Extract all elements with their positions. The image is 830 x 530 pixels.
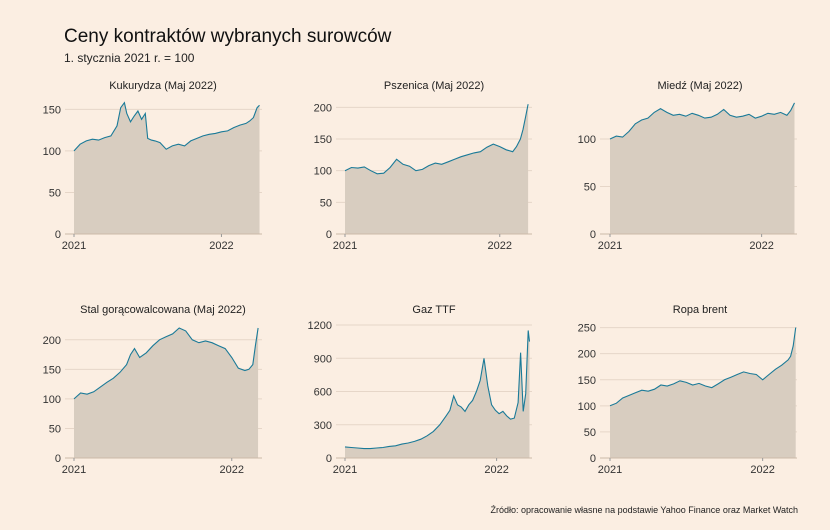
x-tick-label: 2021 [598,240,622,252]
series-area [74,102,260,234]
series-line [344,330,531,450]
x-tick-label: 2022 [750,464,774,476]
series-area [610,327,796,458]
chart-panel-6: 0 50 100 150 200 250 2021 2022 Ropa brent [578,304,797,476]
y-tick-label: 0 [55,229,61,241]
y-tick-label: 200 [314,102,332,114]
y-tick-label: 150 [578,375,596,387]
y-tick-label: 50 [584,427,596,439]
y-tick-label: 0 [590,453,596,465]
x-tick-label: 2022 [220,464,244,476]
panel-title: Gaz TTF [412,304,455,316]
series-area [610,102,795,235]
page-subtitle: 1. stycznia 2021 r. = 100 [64,51,195,65]
y-tick-label: 200 [578,349,596,361]
chart-panel-3: 0 50 100 2021 2022 Miedź (Maj 2022) [578,80,797,252]
chart-panel-1: 0 50 100 150 2021 2022 Kukurydza (Maj 2022) [43,80,262,252]
chart-panel-2: 0 50 100 150 200 2021 2022 Pszenica (Maj 2022) [314,80,532,252]
y-tick-label: 100 [578,401,596,413]
chart-panel-4: 0 50 100 150 200 2021 2022 Stal gorącowalcowana… [43,304,262,476]
series-line [609,327,797,407]
y-tick-label: 50 [49,423,61,435]
series-line [73,101,260,152]
panel-title: Stal gorącowalcowana (Maj 2022) [80,304,246,316]
x-tick-label: 2021 [62,464,86,476]
panel-title: Miedź (Maj 2022) [658,80,743,92]
x-tick-label: 2022 [749,240,773,252]
y-tick-label: 900 [314,353,332,365]
x-tick-label: 2022 [484,464,508,476]
y-tick-label: 0 [326,229,332,241]
series-line [344,104,529,175]
panel-title: Ropa brent [673,304,727,316]
y-tick-label: 300 [314,420,332,432]
x-tick-label: 2022 [488,240,512,252]
y-tick-label: 50 [320,197,332,209]
x-tick-label: 2022 [209,240,233,252]
y-tick-label: 200 [43,335,61,347]
y-tick-label: 100 [578,134,596,146]
y-tick-label: 600 [314,387,332,399]
y-tick-label: 150 [43,104,61,116]
x-tick-label: 2021 [333,240,357,252]
series-line [609,102,795,140]
y-tick-label: 100 [43,146,61,158]
y-tick-label: 0 [55,453,61,465]
y-tick-label: 50 [584,182,596,194]
x-tick-label: 2021 [62,240,86,252]
source-note: Źródło: opracowanie własne na podstawie … [490,505,799,515]
y-tick-label: 100 [43,394,61,406]
chart-panel-5: 0 300 600 900 1200 2021 2022 Gaz TTF [308,304,532,476]
y-tick-label: 250 [578,323,596,335]
series-area [345,330,530,458]
y-tick-label: 0 [326,453,332,465]
x-tick-label: 2021 [598,464,622,476]
y-tick-label: 1200 [308,320,332,332]
page-title: Ceny kontraktów wybranych surowców [64,26,392,47]
panel-title: Kukurydza (Maj 2022) [109,80,217,92]
panel-title: Pszenica (Maj 2022) [384,80,484,92]
x-tick-label: 2021 [333,464,357,476]
y-tick-label: 50 [49,187,61,199]
y-tick-label: 0 [590,229,596,241]
series-area [345,104,529,234]
series-area [74,328,259,458]
y-tick-label: 150 [43,364,61,376]
y-tick-label: 150 [314,134,332,146]
y-tick-label: 100 [314,166,332,178]
series-line [73,327,259,400]
